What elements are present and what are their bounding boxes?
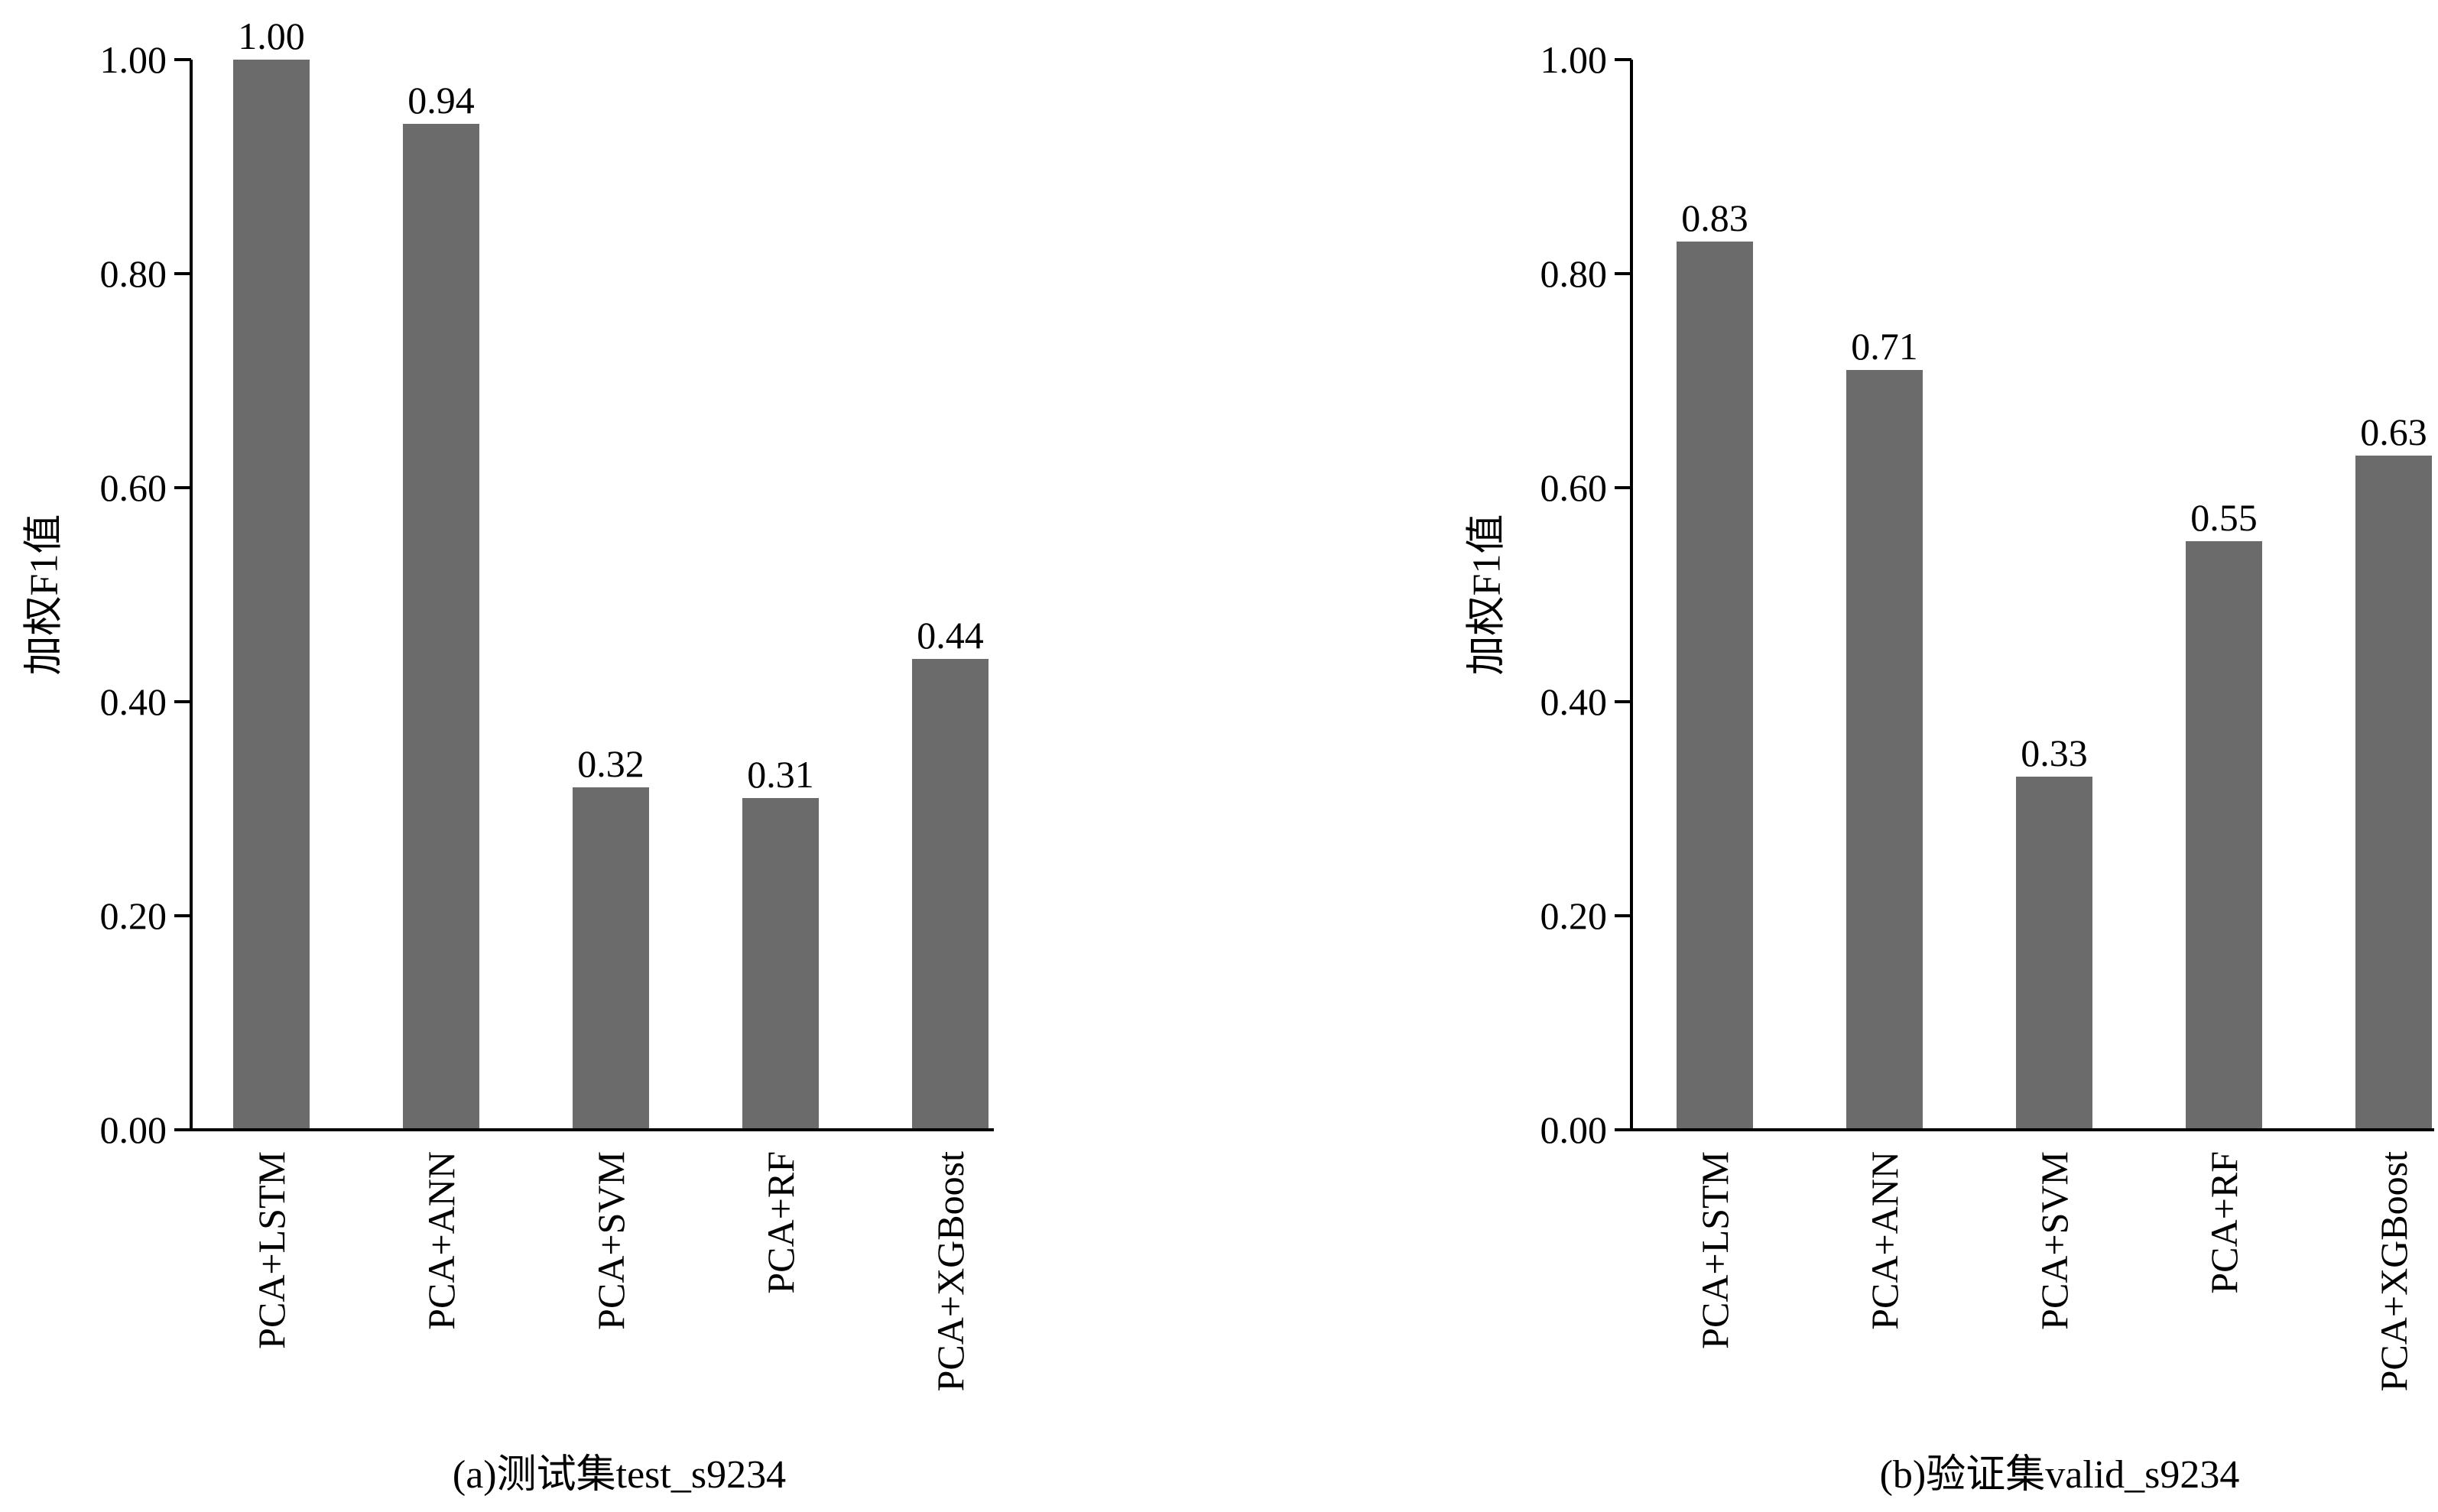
bar-pca-lstm	[1677, 242, 1753, 1130]
category-label: PCA+XGBoost	[2372, 1151, 2415, 1391]
y-tick-label: 0.80	[100, 252, 167, 295]
data-label: 0.44	[917, 614, 984, 657]
category-label: PCA+LSTM	[250, 1151, 293, 1349]
y-axis-label: 加权F1值	[23, 514, 67, 676]
y-tick-label: 0.00	[1540, 1108, 1608, 1151]
y-tick-label: 0.80	[1540, 252, 1608, 295]
y-tick-label: 1.00	[100, 38, 167, 81]
y-axis-label: 加权F1值	[1466, 514, 1509, 676]
category-label: PCA+XGBoost	[929, 1151, 972, 1391]
bar-pca-xgboost	[2355, 456, 2432, 1130]
data-label: 0.32	[577, 742, 644, 785]
bar-pca-svm	[2016, 777, 2092, 1130]
panel-caption: (b)验证集valid_s9234	[1880, 1453, 2240, 1497]
y-tick-label: 0.00	[100, 1108, 167, 1151]
data-label: 1.00	[238, 15, 305, 57]
bar-pca-xgboost	[912, 659, 989, 1130]
category-label: PCA+RF	[759, 1151, 802, 1294]
y-tick-label: 0.40	[100, 680, 167, 723]
category-label: PCA+ANN	[420, 1151, 463, 1330]
category-label: PCA+ANN	[1863, 1151, 1906, 1330]
category-label: PCA+RF	[2203, 1151, 2245, 1294]
category-label: PCA+SVM	[2033, 1151, 2076, 1330]
panel-caption: (a)测试集test_s9234	[453, 1453, 786, 1497]
bar-pca-svm	[573, 787, 649, 1130]
data-label: 0.71	[1851, 325, 1918, 368]
data-label: 0.33	[2021, 732, 2088, 774]
category-label: PCA+SVM	[589, 1151, 632, 1330]
chart-panel-b: 0.83 PCA+LSTM 0.71 PCA+ANN 0.33 PCA+SVM 0.55 PC…	[1466, 38, 2434, 1497]
y-tick-label: 1.00	[1540, 38, 1608, 81]
y-tick-label: 0.60	[100, 466, 167, 509]
y-tick-label: 0.20	[100, 894, 167, 937]
bar-pca-lstm	[233, 60, 310, 1130]
data-label: 0.83	[1681, 196, 1748, 239]
bar-pca-rf	[2186, 541, 2262, 1130]
y-tick-label: 0.60	[1540, 466, 1608, 509]
bar-pca-rf	[742, 798, 819, 1130]
category-label: PCA+LSTM	[1693, 1151, 1736, 1349]
data-label: 0.55	[2190, 496, 2258, 539]
bar-pca-ann	[403, 124, 479, 1130]
y-tick-label: 0.40	[1540, 680, 1608, 723]
data-label: 0.63	[2360, 410, 2427, 453]
chart-panel-a: 1.00 PCA+LSTM 0.94 PCA+ANN 0.32 PCA+SVM 0.31 PC…	[23, 15, 994, 1497]
data-label: 0.31	[747, 753, 814, 796]
bar-pca-ann	[1846, 370, 1923, 1130]
data-label: 0.94	[407, 79, 475, 122]
y-tick-label: 0.20	[1540, 894, 1608, 937]
